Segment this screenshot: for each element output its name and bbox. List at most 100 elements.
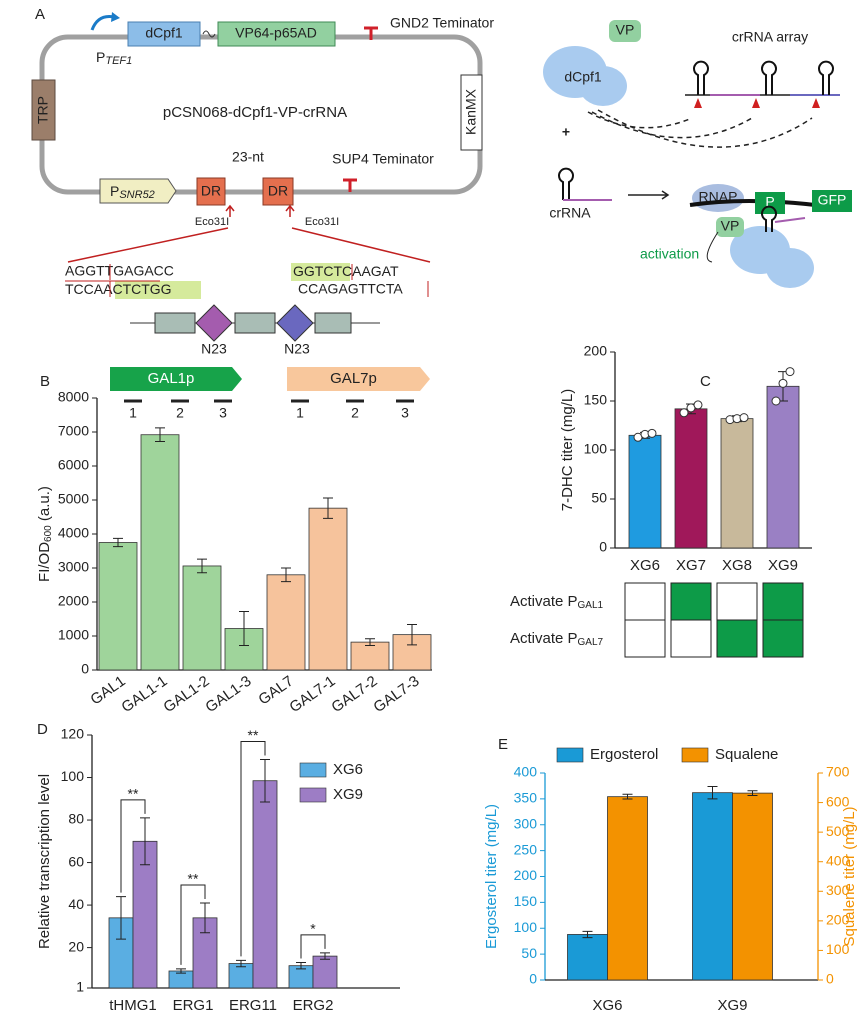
promoter-label: GAL1p: [148, 370, 195, 387]
data-point: [647, 428, 657, 438]
label-sub: TEF1: [105, 55, 132, 67]
label: VP: [721, 218, 740, 234]
legend-label: Squalene: [715, 746, 778, 763]
activation-cell: [716, 582, 758, 621]
y-tick-label: 60: [68, 853, 84, 869]
vp-box: [609, 20, 641, 42]
promoter-box: [755, 192, 785, 214]
y-tick-label: 40: [68, 896, 84, 912]
bar: [350, 641, 390, 671]
bar: [252, 780, 278, 989]
cut-marks: [694, 98, 820, 108]
x-tick-label: GAL1-1: [118, 673, 170, 717]
panel-letter: D: [37, 721, 48, 738]
legend-swatch: [299, 762, 327, 778]
y-tick-label: 50: [521, 945, 537, 961]
error-bar: [323, 497, 333, 519]
activation-cell: [716, 619, 758, 658]
gene-label: VP64-p65AD: [235, 25, 317, 41]
error-bar: [113, 537, 123, 548]
site-label: 1: [129, 405, 137, 421]
y-tick-label: 300: [514, 815, 538, 831]
y2-tick-label: 100: [826, 941, 850, 957]
y-tick-label: 4000: [58, 525, 89, 541]
y-tick-label: 150: [584, 392, 608, 408]
plus: +: [562, 124, 570, 140]
y-tick-label: 100: [584, 441, 608, 457]
terminator: [364, 26, 378, 40]
arrow-head: [111, 12, 120, 22]
site-label: 2: [351, 405, 359, 421]
activation-cell: [624, 619, 666, 658]
label: P: [96, 49, 105, 65]
terminator: [343, 178, 357, 192]
error-bar: [236, 959, 246, 968]
error-bar: [622, 793, 633, 800]
data-point: [693, 400, 703, 410]
significance-bracket: [120, 799, 146, 893]
y-tick-label: 100: [61, 768, 85, 784]
bar: [720, 418, 754, 549]
error-bar: [140, 817, 150, 866]
panel-letter: B: [40, 373, 50, 390]
error-bar: [320, 952, 330, 960]
bar: [308, 507, 348, 671]
row-label: GAL1: [578, 600, 604, 611]
x-tick-label: GAL1-3: [202, 673, 254, 717]
gene-label: TRP: [35, 96, 51, 124]
data-point: [739, 413, 749, 423]
x-tick-label: XG7: [676, 557, 706, 574]
y-tick-label: 2000: [58, 593, 89, 609]
protein: [766, 248, 814, 288]
y-tick-label: 1000: [58, 627, 89, 643]
activation-cell: [624, 582, 666, 621]
y-tick-label: 20: [68, 938, 84, 954]
label: activation: [640, 246, 699, 262]
activation-cell: [762, 582, 804, 621]
data-point: [679, 408, 689, 418]
y-tick-label: 8000: [58, 389, 89, 405]
y2-tick-label: 500: [826, 823, 850, 839]
dr-label: DR: [201, 183, 221, 199]
y-tick-label: 200: [584, 343, 608, 359]
sequence: AAGAT: [352, 263, 399, 279]
hairpin: [558, 167, 574, 200]
dr-box: [262, 177, 294, 206]
hairpin: [761, 205, 777, 232]
sequence: GGTCTC: [293, 263, 352, 279]
error-bar: [365, 638, 375, 647]
x-tick-label: ERG11: [229, 997, 277, 1014]
y-tick-label: 80: [68, 811, 84, 827]
connector: [706, 231, 719, 263]
x-tick-label: GAL7-1: [286, 673, 338, 717]
error-bar: [296, 961, 306, 970]
spacer: [276, 304, 314, 342]
label: P: [765, 194, 774, 210]
y-tick-label: 0: [599, 539, 607, 555]
y-tick-label: 0: [529, 971, 537, 987]
dr-box: [314, 312, 352, 334]
linker: [202, 30, 216, 38]
spacer-line: [774, 217, 806, 223]
bar: [140, 434, 180, 671]
label: N23: [201, 341, 227, 357]
significance-label: **: [128, 786, 139, 802]
sequence: AGGTTGAGACC: [65, 263, 174, 279]
label: Eco31I: [305, 216, 339, 228]
y-tick-label: 50: [591, 490, 607, 506]
panel-a: A dCpf1 VP64-p65AD GND2 Teminator PTEF1 …: [31, 6, 852, 357]
y2-tick-label: 200: [826, 912, 850, 928]
y-tick-label: 3000: [58, 559, 89, 575]
dr-box: [196, 177, 226, 206]
promoter-label: GAL7p: [330, 370, 377, 387]
label: 23-nt: [232, 149, 264, 165]
bar: [98, 542, 138, 671]
bar: [766, 385, 800, 549]
x-tick-label: tHMG1: [109, 997, 157, 1014]
sequence: CCAGAGTTCTA: [298, 281, 403, 297]
bar: [674, 408, 708, 549]
significance-bracket: [240, 740, 266, 957]
label: GND2 Teminator: [390, 15, 494, 31]
activation-cell: [670, 582, 712, 621]
y-axis-label: FI/OD: [36, 542, 53, 582]
